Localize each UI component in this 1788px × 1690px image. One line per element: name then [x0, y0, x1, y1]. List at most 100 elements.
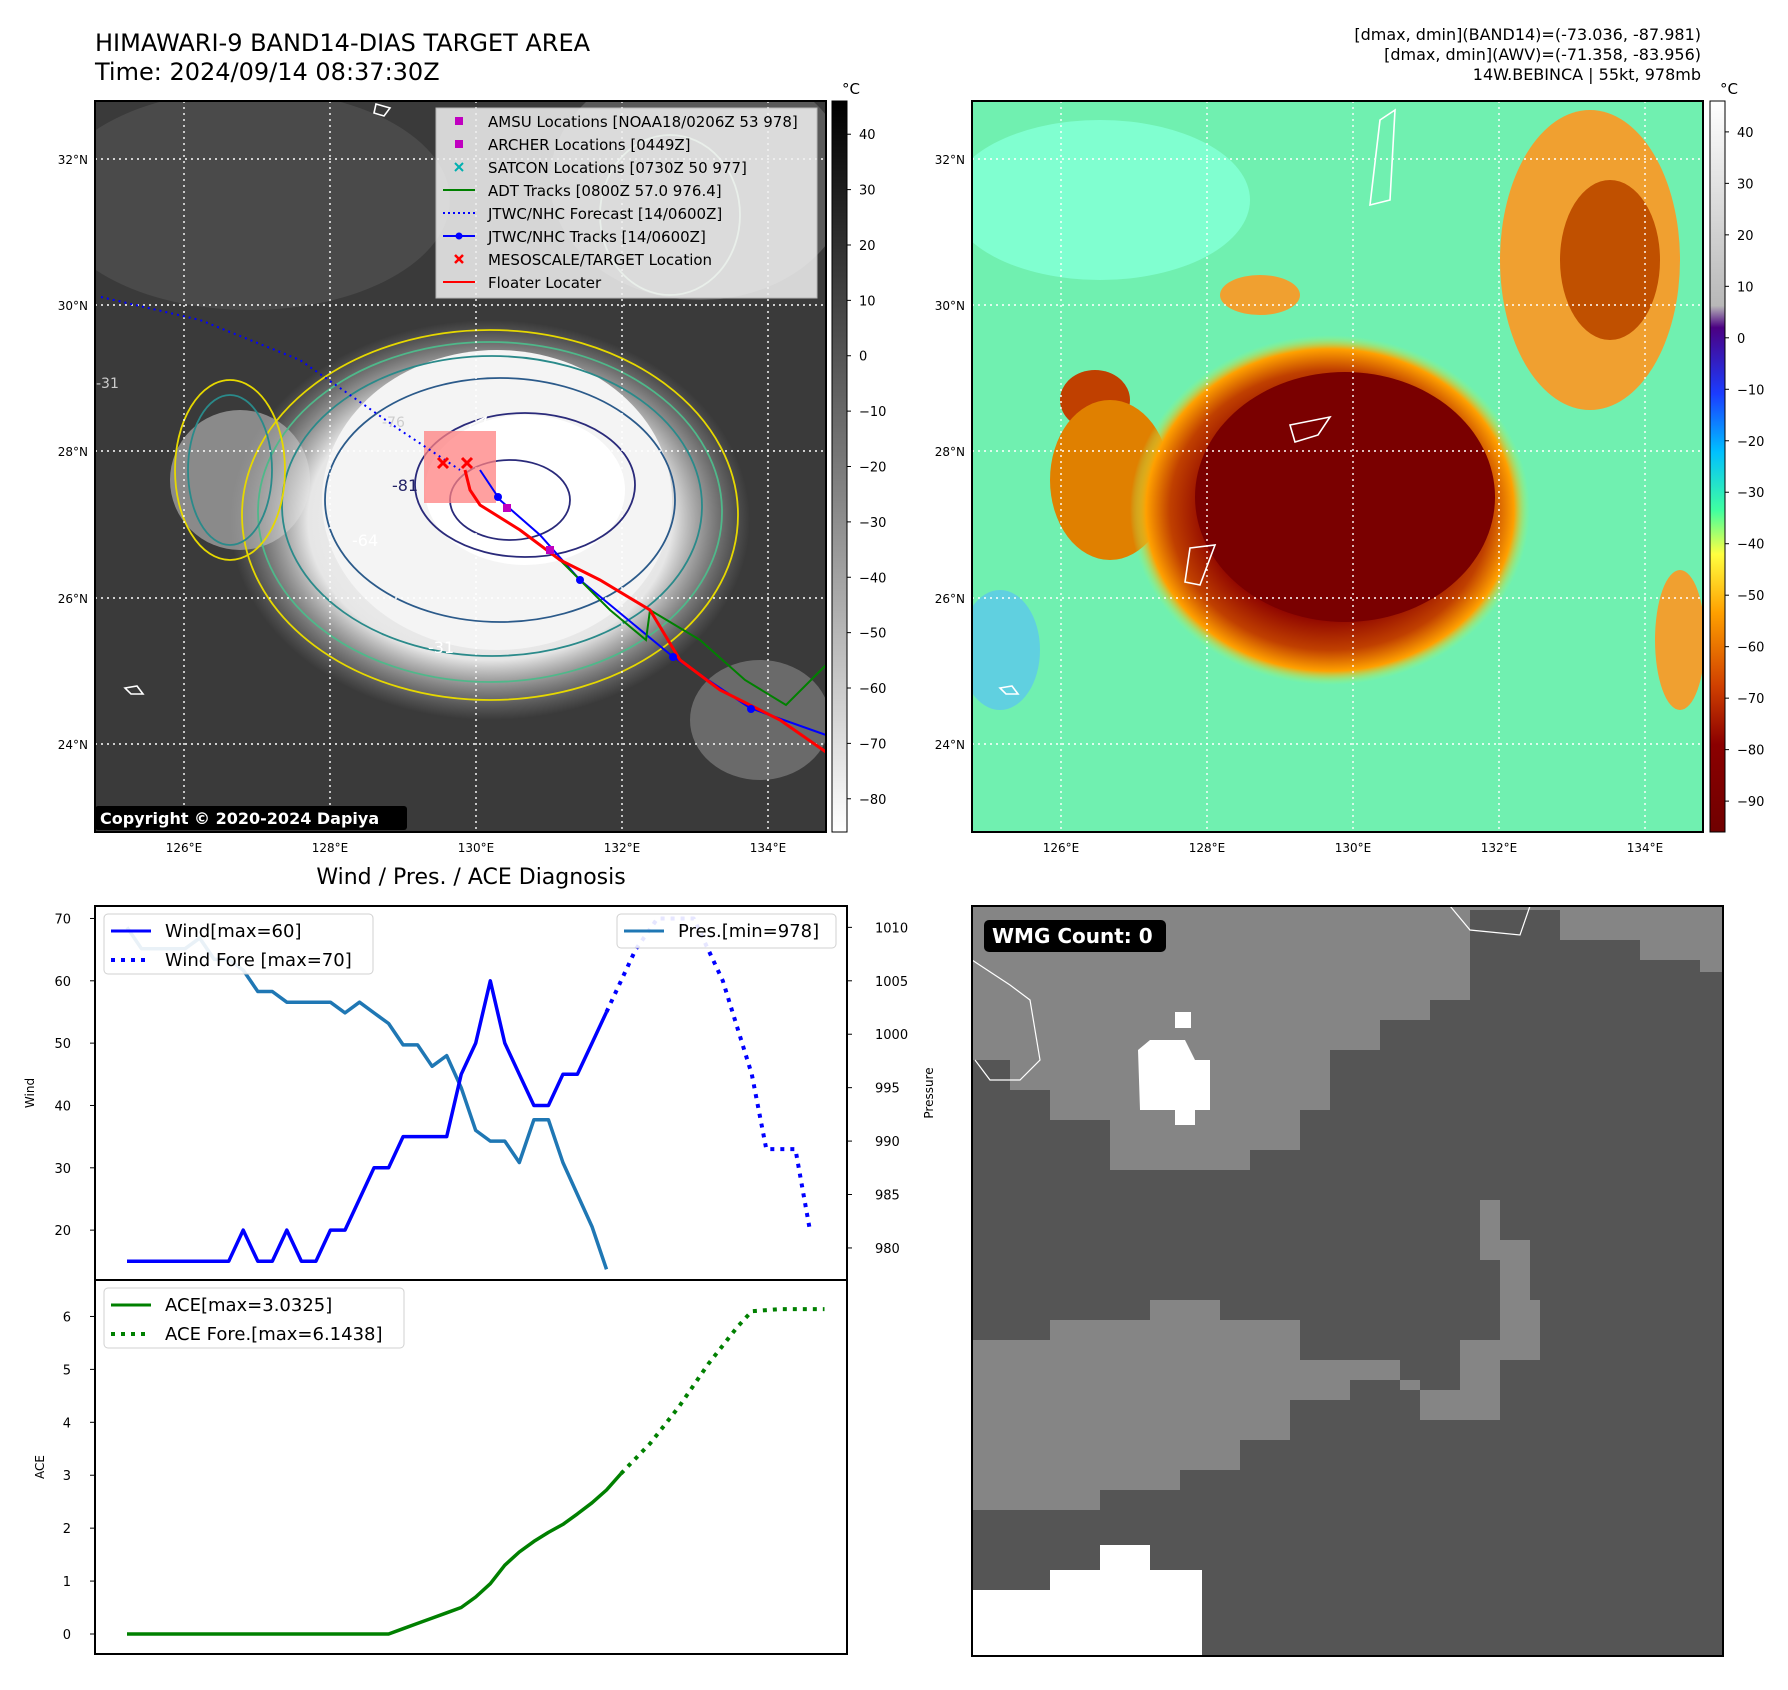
colorbar-tick-label: −90 [1737, 795, 1764, 810]
lat-label: 30°N [58, 299, 88, 313]
wmg-region [1138, 1040, 1210, 1125]
pressure-tick-label: 985 [875, 1189, 900, 1204]
lon-label: 128°E [1189, 841, 1226, 855]
ace-tick-label: 2 [63, 1522, 71, 1537]
ace-line [127, 1472, 623, 1636]
colorbar-tick-label: −20 [859, 461, 886, 476]
colorbar-tick-label: 30 [859, 184, 876, 199]
ace-tick-label: 5 [63, 1363, 71, 1378]
colorbar-tick-label: 20 [1737, 229, 1754, 244]
lat-label: 24°N [58, 738, 88, 752]
color-imagery [972, 101, 1703, 832]
color-colorbar-ticks: 40 30 20 10 0 −10 −20 −30 −40 −50 −60 −70 −80 −90 [1725, 126, 1764, 810]
lon-label: 130°E [458, 841, 495, 855]
wmg-region [972, 1200, 1540, 1510]
legend-dot-marker [455, 232, 463, 240]
coastline [1449, 905, 1531, 936]
legend-square-marker [455, 117, 463, 125]
legend-target: MESOSCALE/TARGET Location [488, 251, 712, 269]
colorbar-tick-label: −80 [859, 793, 886, 808]
colorbar-tick-label: −30 [859, 516, 886, 531]
legend-box [103, 1287, 405, 1349]
pressure-tick-label: 1010 [875, 921, 908, 936]
ace-legend: ACE[max=3.0325] ACE Fore.[max=6.1438] [103, 1287, 405, 1349]
ace-tick-label: 0 [63, 1628, 71, 1643]
lat-label: 26°N [935, 592, 965, 606]
pressure-tick-label: 995 [875, 1082, 900, 1097]
legend-wind-fore: Wind Fore [max=70] [165, 950, 352, 971]
ir-colorbar-ticks: 40 30 20 10 0 −10 −20 −30 −40 −50 −60 −70 −80 [847, 128, 886, 808]
wind-tick-label: 30 [54, 1162, 71, 1177]
wind-y-ticks: 20 30 40 50 60 70 [54, 912, 95, 1239]
pressure-tick-label: 990 [875, 1135, 900, 1150]
color-map-frame [971, 100, 1704, 833]
colorbar-tick-label: −60 [859, 682, 886, 697]
ir-map-frame [94, 100, 827, 833]
colorbar-tick-label: −40 [859, 571, 886, 586]
colorbar-tick-label: −20 [1737, 435, 1764, 450]
band14-range: [dmax, dmin](BAND14)=(-73.036, -87.981) [1354, 25, 1701, 44]
colorbar-tick-label: 40 [859, 128, 876, 143]
colorbar-tick-label: −40 [1737, 538, 1764, 553]
pressure-tick-label: 1000 [875, 1028, 908, 1043]
ace-axis-label: ACE [33, 1455, 47, 1479]
colorbar-tick-label: 10 [1737, 280, 1754, 295]
target-location-marker [460, 456, 474, 470]
wind-tick-label: 70 [54, 912, 71, 927]
track-overlay [100, 296, 827, 754]
legend-forecast: JTWC/NHC Forecast [14/0600Z] [487, 205, 722, 223]
colorbar-tick-label: −80 [1737, 744, 1764, 759]
pressure-y-ticks: 980 985 990 995 1000 1005 1010 [847, 921, 908, 1257]
legend-tracks: JTWC/NHC Tracks [14/0600Z] [487, 228, 706, 246]
colorbar-tick-label: −30 [1737, 486, 1764, 501]
lon-label: 134°E [750, 841, 787, 855]
wmg-count: WMG Count: 0 [992, 924, 1153, 948]
colorbar-tick-label: −70 [859, 737, 886, 752]
color-map-panel: 32°N 30°N 28°N 26°N 24°N 126°E 128°E 130… [935, 80, 1765, 855]
colorbar-tick-label: 0 [1737, 332, 1745, 347]
wind-line [127, 979, 609, 1264]
ace-tick-label: 3 [63, 1469, 71, 1484]
colorbar-tick-label: 0 [859, 350, 867, 365]
archer-marker [546, 546, 554, 554]
copyright-box [95, 806, 407, 830]
colorbar-tick-label: −50 [1737, 589, 1764, 604]
figure-time: Time: 2024/09/14 08:37:30Z [94, 58, 440, 86]
legend-adt: ADT Tracks [0800Z 57.0 976.4] [488, 182, 722, 200]
legend-satcon: SATCON Locations [0730Z 50 977] [488, 159, 747, 177]
legend-ace: ACE[max=3.0325] [165, 1295, 332, 1316]
contour-label: -81 [392, 476, 418, 495]
lon-label: 126°E [1043, 841, 1080, 855]
legend-box [435, 107, 818, 299]
ir-colorbar-unit: °C [842, 80, 860, 98]
lat-label: 28°N [58, 445, 88, 459]
contour-label: -76 [382, 415, 405, 431]
lat-label: 32°N [935, 153, 965, 167]
pressure-tick-label: 980 [875, 1242, 900, 1257]
wind-tick-label: 50 [54, 1037, 71, 1052]
coastline [971, 959, 1041, 1081]
lon-label: 134°E [1627, 841, 1664, 855]
colorbar-tick-label: −60 [1737, 641, 1764, 656]
lon-label: 126°E [166, 841, 203, 855]
colorbar-tick-label: −70 [1737, 692, 1764, 707]
legend-wind: Wind[max=60] [165, 921, 302, 942]
wmg-region [1175, 1012, 1191, 1028]
track-legend: AMSU Locations [NOAA18/0206Z 53 978] ARC… [435, 107, 818, 299]
wind-tick-label: 20 [54, 1224, 71, 1239]
ace-series-group [127, 1307, 825, 1636]
pressure-legend: Pres.[min=978] [616, 913, 837, 949]
lat-label: 28°N [935, 445, 965, 459]
floater-track [463, 469, 827, 754]
colorbar-tick-label: 30 [1737, 177, 1754, 192]
colorbar-tick-label: 20 [859, 239, 876, 254]
contour-label: -31 [428, 638, 454, 657]
color-grid [972, 101, 1703, 832]
legend-amsu: AMSU Locations [NOAA18/0206Z 53 978] [488, 113, 798, 131]
lon-label: 130°E [1335, 841, 1372, 855]
ace-chart: 0 1 2 3 4 5 6 ACE ACE[max=3.0325] ACE Fore.[ma… [33, 1279, 848, 1655]
legend-box [616, 913, 837, 949]
colorbar-tick-label: −10 [859, 405, 886, 420]
copyright-text: Copyright © 2020-2024 Dapiya [100, 809, 379, 828]
